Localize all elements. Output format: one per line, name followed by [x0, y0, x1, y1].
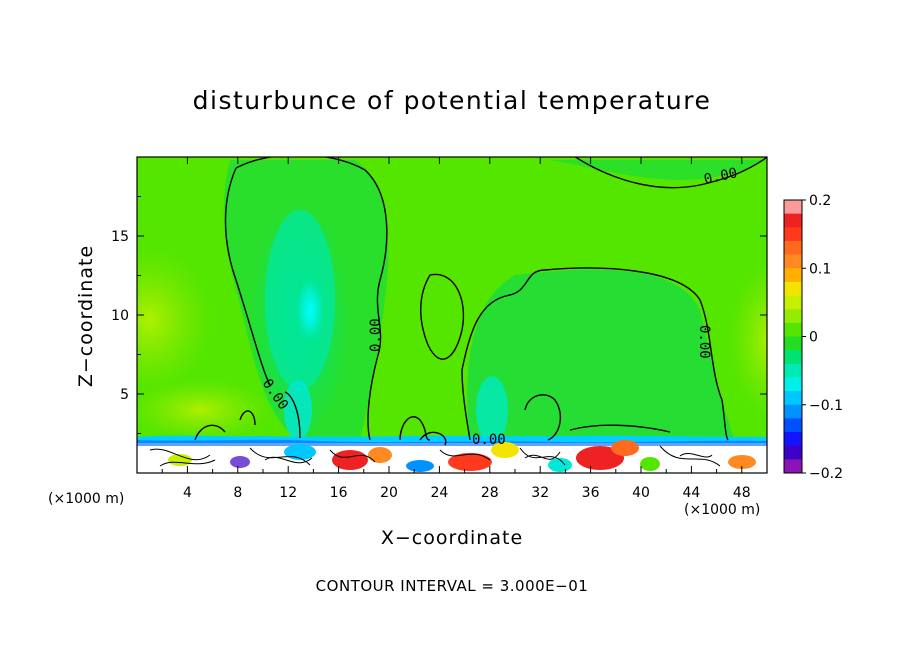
- x-tick-label: 44: [682, 485, 700, 501]
- colorbar-swatch: [784, 213, 802, 228]
- colorbar-tick-label: −0.1: [809, 398, 843, 414]
- y-axis-ticks: 5 10 15: [111, 196, 767, 434]
- colorbar-swatch: [784, 295, 802, 310]
- colorbar-swatch: [784, 254, 802, 269]
- zero-contours: [194, 157, 767, 446]
- field-yellow-lower: [137, 380, 270, 440]
- colorbar-swatch: [784, 322, 802, 337]
- field-region-green-top: [550, 160, 767, 180]
- x-unit-label-left: (×1000 m): [48, 491, 125, 507]
- x-tick-label: 28: [481, 485, 499, 501]
- field-plume-core: [292, 270, 328, 350]
- y-tick-label: 10: [111, 308, 129, 324]
- colorbar-tick-label: 0.1: [809, 261, 831, 277]
- colorbar-swatch: [784, 350, 802, 365]
- colorbar-swatch: [784, 418, 802, 433]
- x-tick-label: 36: [582, 485, 600, 501]
- colorbar-swatch: [784, 404, 802, 419]
- x-tick-label: 24: [430, 485, 448, 501]
- colorbar-swatch: [784, 281, 802, 297]
- plot-field: [137, 157, 767, 473]
- colorbar-tick-label: 0.2: [809, 193, 831, 209]
- colorbar-swatch: [784, 309, 802, 324]
- contour-label-bottom: 0.00: [472, 432, 506, 448]
- x-tick-label: 8: [233, 485, 242, 501]
- colorbar-swatch: [784, 363, 802, 378]
- colorbar-swatch: [784, 240, 802, 256]
- x-tick-label: 12: [279, 485, 297, 501]
- x-axis-ticks: 4 8 12 16 20 24 28 32 36 40 44 48: [161, 157, 751, 501]
- colorbar-swatch: [784, 391, 802, 406]
- x-unit-label-right: (×1000 m): [684, 502, 761, 518]
- y-axis-label: Z−coordinate: [75, 244, 97, 388]
- colorbar-swatch: [784, 268, 802, 283]
- x-tick-label: 4: [183, 485, 192, 501]
- y-tick-label: 15: [111, 229, 129, 245]
- x-tick-label: 16: [330, 485, 348, 501]
- chart-title: disturbunce of potential temperature: [192, 86, 712, 115]
- colorbar-swatch: [784, 445, 802, 460]
- colorbar-swatch: [784, 227, 802, 242]
- x-tick-label: 20: [380, 485, 398, 501]
- boundary-layer-features: [137, 435, 767, 472]
- x-tick-label: 40: [632, 485, 650, 501]
- field-plume-right: [476, 376, 508, 444]
- colorbar: 0.2 0.1 0 −0.1 −0.2: [783, 193, 843, 482]
- contour-interval-note: CONTOUR INTERVAL = 3.000E−01: [315, 577, 589, 595]
- y-tick-label: 5: [120, 387, 129, 403]
- x-axis-label: X−coordinate: [380, 527, 524, 549]
- x-tick-label: 32: [531, 485, 549, 501]
- x-tick-label: 48: [733, 485, 751, 501]
- colorbar-swatch: [784, 336, 802, 351]
- field-yellow-right: [730, 265, 767, 415]
- colorbar-swatch: [784, 200, 802, 215]
- field-plume-base: [284, 380, 312, 440]
- contour-label-top-right: 0.00: [703, 165, 739, 188]
- colorbar-swatch: [784, 459, 802, 474]
- contour-label-right: 0.00: [696, 325, 712, 359]
- colorbar-tick-label: −0.2: [809, 466, 843, 482]
- field-yellow-left: [137, 250, 210, 390]
- colorbar-tick-label: 0: [809, 330, 818, 346]
- colorbar-swatch: [784, 432, 802, 447]
- contour-label-center: 0.00: [368, 318, 384, 352]
- colorbar-swatch: [784, 377, 802, 392]
